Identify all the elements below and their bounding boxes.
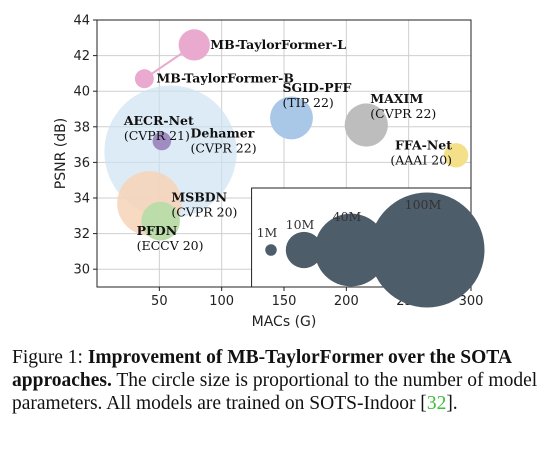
size-legend-label: 40M (333, 209, 362, 224)
point-label-venue: (TIP 22) (282, 95, 333, 110)
size-legend-label: 10M (286, 217, 315, 232)
point-label-name: Dehamer (191, 126, 255, 141)
y-tick-label: 38 (73, 120, 90, 135)
point-label-name: PFDN (137, 223, 178, 238)
figure-caption: Figure 1: Improvement of MB-TaylorFormer… (12, 346, 546, 415)
caption-citation-link[interactable]: 32 (426, 393, 447, 414)
y-tick-label: 44 (73, 14, 90, 29)
y-tick-label: 34 (73, 192, 90, 207)
y-axis-label: PSNR (dB) (53, 118, 69, 189)
chart: 501001502002503003032343638404244 1M10M4… (53, 14, 485, 330)
point-label-name: MSBDN (171, 189, 227, 204)
size-legend-circle (285, 231, 323, 269)
caption-suffix: ]. (446, 393, 458, 414)
size-legend-circle (314, 213, 388, 287)
point-label-name: AECR-Net (123, 113, 194, 128)
caption-prefix: Figure 1: (12, 347, 88, 368)
point-label-name: MB-TaylorFormer-B (156, 71, 294, 86)
y-tick-label: 36 (73, 156, 90, 171)
size-legend-circle (265, 244, 277, 256)
x-tick-label: 50 (151, 294, 168, 309)
point-label-name: FFA-Net (395, 137, 452, 152)
point-bubble (443, 143, 469, 168)
x-tick-label: 200 (334, 294, 359, 309)
caption-bold: Improvement of MB-TaylorFormer over the … (12, 347, 511, 391)
point-label-name: SGID-PFF (282, 80, 351, 95)
size-legend-label: 1M (257, 225, 278, 240)
size-legend: 1M 10M 40M 100M (251, 187, 485, 308)
point-labels: MB-TaylorFormer-L MB-TaylorFormer-B AECR-N… (123, 37, 452, 253)
point-label-name: MB-TaylorFormer-L (210, 37, 346, 52)
point-label-venue: (CVPR 22) (370, 106, 436, 121)
point-bubble (141, 201, 180, 241)
point-label-venue: (CVPR 22) (191, 141, 257, 156)
x-axis-label: MACs (G) (252, 314, 317, 330)
point-bubble (344, 103, 388, 147)
size-legend-label: 100M (405, 197, 442, 212)
point-label-venue: (AAAI 20) (390, 152, 452, 167)
data-points (104, 29, 469, 241)
point-label-venue: (CVPR 20) (171, 204, 237, 219)
point-bubble (270, 96, 313, 140)
x-tick-label: 300 (459, 294, 484, 309)
point-label-venue: (CVPR 21) (124, 128, 190, 143)
point-label-name: MAXIM (370, 91, 423, 106)
y-tick-label: 32 (73, 227, 90, 242)
point-bubble (152, 131, 172, 151)
point-label-venue: (ECCV 20) (137, 238, 204, 253)
y-tick-label: 42 (73, 49, 90, 64)
point-bubble (134, 69, 154, 89)
size-legend-circle (369, 192, 485, 308)
x-tick-label: 100 (209, 294, 234, 309)
x-tick-label: 150 (272, 294, 297, 309)
y-tick-label: 40 (73, 85, 90, 100)
caption-text: The circle size is proportional to the n… (12, 370, 538, 414)
y-tick-label: 30 (73, 263, 90, 278)
point-bubble (178, 29, 210, 61)
